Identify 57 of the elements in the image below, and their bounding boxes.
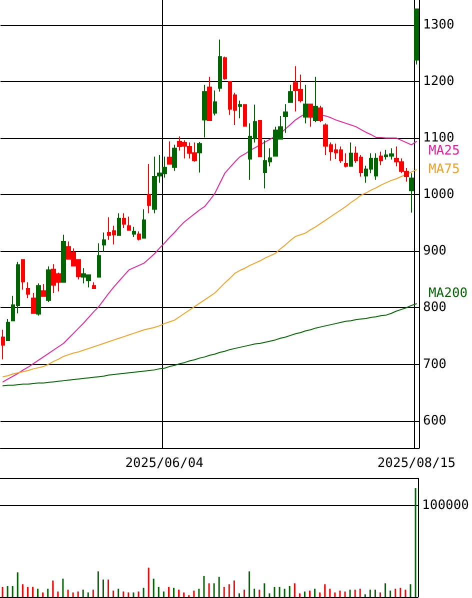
x-tick-label: 2025/06/04 [125, 456, 204, 471]
candlestick [303, 84, 308, 124]
candlestick [147, 164, 151, 214]
candlestick [127, 216, 131, 231]
x-tick-label: 2025/08/15 [377, 456, 456, 471]
y-tick-label: 700 [423, 356, 446, 372]
series-label: MA25 [428, 144, 460, 159]
candlestick [167, 140, 172, 165]
candlestick [36, 282, 41, 316]
candlestick [122, 212, 126, 228]
candlestick [344, 152, 348, 168]
line-series [2, 303, 417, 386]
y-tick-label: 1100 [423, 130, 454, 146]
candlestick [308, 104, 313, 128]
y-tick-label: 800 [423, 300, 446, 316]
y-tick-label: 1000 [423, 187, 454, 202]
candlestick [409, 172, 414, 214]
candlestick [6, 318, 10, 342]
candlestick [313, 76, 318, 123]
series-label: MA200 [428, 286, 468, 302]
candlestick [213, 90, 217, 116]
candlestick [238, 100, 242, 119]
y-tick-label: 900 [423, 244, 446, 259]
candlestick [142, 208, 146, 239]
candlestick [243, 104, 247, 127]
y-tick-label: 1200 [423, 74, 454, 89]
candlestick [172, 144, 177, 172]
candlestick [102, 232, 106, 252]
candlestick [283, 104, 288, 134]
candlestick [349, 142, 353, 167]
candlestick [132, 226, 136, 238]
y-tick-label: 100000 [422, 498, 470, 513]
candlestick [97, 242, 101, 278]
line-series [2, 169, 417, 378]
series-label: MA75 [428, 162, 460, 178]
candlestick [318, 105, 323, 123]
candlestick [1, 329, 5, 360]
candlestick [414, 8, 419, 65]
candlestick [137, 230, 141, 241]
candlestick [41, 283, 46, 297]
candlestick [197, 141, 202, 174]
candlestick [21, 259, 25, 290]
candlestick [46, 266, 51, 303]
candlestick [218, 39, 222, 92]
candlestick [288, 84, 293, 103]
y-tick-label: 600 [423, 413, 446, 428]
candlestick [207, 76, 212, 121]
candlestick [117, 212, 121, 236]
y-tick-label: 1300 [423, 17, 454, 32]
candlestick [92, 282, 96, 289]
candlestick [258, 120, 262, 158]
candlestick [379, 151, 383, 166]
candlestick [26, 282, 30, 299]
candlestick [202, 84, 207, 138]
candlestick [223, 56, 227, 80]
candlestick [61, 234, 66, 283]
candlestick [31, 292, 36, 314]
